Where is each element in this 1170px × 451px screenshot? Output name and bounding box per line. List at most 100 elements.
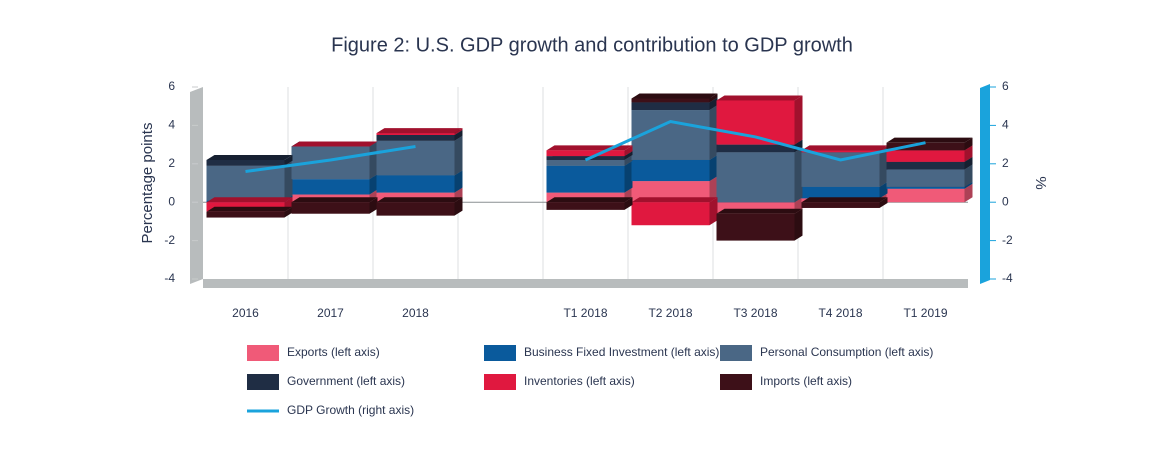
y2-axis-label: % xyxy=(1032,176,1049,189)
bar-top xyxy=(631,197,718,203)
bar xyxy=(886,150,965,162)
line xyxy=(245,120,926,173)
bar-top xyxy=(801,145,888,151)
bar-side xyxy=(454,128,463,135)
bar-side xyxy=(879,197,888,208)
bar xyxy=(376,140,455,176)
legend-label: Business Fixed Investment (left axis) xyxy=(524,345,719,359)
bar-side xyxy=(624,197,633,210)
bar-side xyxy=(454,197,463,216)
bar xyxy=(801,152,880,187)
bar-side xyxy=(454,130,463,141)
floor xyxy=(203,279,968,288)
bar xyxy=(291,179,370,195)
bar-side xyxy=(964,137,973,151)
x-tick-label: T3 2018 xyxy=(733,306,777,320)
bar-side xyxy=(794,95,803,145)
bar xyxy=(886,169,965,187)
bar xyxy=(716,202,795,214)
bar-side xyxy=(709,105,718,160)
chart-title: Figure 2: U.S. GDP growth and contributi… xyxy=(331,34,853,56)
bar-top xyxy=(376,197,463,203)
bar-top xyxy=(206,154,293,160)
bar-side xyxy=(879,147,888,187)
y2-tick-label: 6 xyxy=(1002,79,1009,93)
bar xyxy=(716,144,795,153)
legend-swatch xyxy=(247,345,279,361)
bar xyxy=(206,211,285,218)
x-tick-label: 2017 xyxy=(317,306,344,320)
bar-side xyxy=(709,154,718,182)
legend-label: Government (left axis) xyxy=(287,374,405,388)
y-axis-label: Percentage points xyxy=(139,123,156,244)
bar-side xyxy=(794,208,803,241)
x-tick-label: 2018 xyxy=(402,306,429,320)
bar xyxy=(801,150,880,153)
bar-side xyxy=(879,181,888,199)
y-tick-label: 0 xyxy=(168,194,175,208)
bar-top xyxy=(291,141,378,147)
bar-side xyxy=(284,154,293,166)
bar xyxy=(631,102,710,111)
bar xyxy=(801,186,880,199)
legend-label: GDP Growth (right axis) xyxy=(287,403,414,417)
bar xyxy=(886,161,965,170)
bar-top xyxy=(716,208,803,214)
legend-swatch xyxy=(484,345,516,361)
bar-side xyxy=(964,156,973,170)
bar-top xyxy=(886,137,973,143)
legend-swatch xyxy=(484,374,516,390)
bar-side xyxy=(709,93,718,103)
bar-side xyxy=(964,181,973,189)
bar-top xyxy=(801,197,888,203)
bar-side xyxy=(369,141,378,180)
x-tick-label: T1 2019 xyxy=(903,306,947,320)
bar xyxy=(631,202,710,226)
y2-tick-label: -2 xyxy=(1002,233,1013,247)
bar-side xyxy=(624,151,633,160)
bar xyxy=(631,159,710,182)
legend-label: Imports (left axis) xyxy=(760,374,852,388)
bar-side xyxy=(624,154,633,166)
bar xyxy=(886,188,965,203)
y-tick-label: 2 xyxy=(168,156,175,170)
bar-side xyxy=(454,170,463,193)
bar xyxy=(546,165,625,193)
x-tick-label: T2 2018 xyxy=(648,306,692,320)
y-tick-label: -4 xyxy=(164,271,175,285)
bar xyxy=(546,202,625,210)
y-tick-label: 4 xyxy=(168,118,175,132)
bar xyxy=(631,181,710,203)
x-tick-label: T1 2018 xyxy=(563,306,607,320)
bar-top xyxy=(631,93,718,99)
y2-tick-label: 0 xyxy=(1002,194,1009,208)
bar-side xyxy=(709,197,718,226)
bar xyxy=(546,159,625,166)
bar xyxy=(206,159,285,166)
bar xyxy=(291,202,370,214)
bar xyxy=(376,133,455,135)
y2-tick-label: 4 xyxy=(1002,118,1009,132)
legend-label: Exports (left axis) xyxy=(287,345,380,359)
bar xyxy=(376,175,455,193)
bar-side xyxy=(964,183,973,203)
bar-top xyxy=(376,128,463,134)
bar-top xyxy=(716,95,803,101)
legend-label: Personal Consumption (left axis) xyxy=(760,345,933,359)
bar-side xyxy=(964,145,973,162)
bar-side xyxy=(964,164,973,187)
bar-side xyxy=(369,174,378,195)
legend-swatch xyxy=(720,374,752,390)
bar-side xyxy=(624,145,633,157)
bar xyxy=(631,98,710,103)
bar-side xyxy=(794,147,803,203)
bar xyxy=(376,135,455,141)
bar-side xyxy=(454,135,463,176)
bar xyxy=(546,156,625,160)
y2-tick-label: 2 xyxy=(1002,156,1009,170)
bar xyxy=(376,202,455,216)
x-tick-label: 2016 xyxy=(232,306,259,320)
y-tick-label: 6 xyxy=(168,79,175,93)
bar xyxy=(631,110,710,160)
